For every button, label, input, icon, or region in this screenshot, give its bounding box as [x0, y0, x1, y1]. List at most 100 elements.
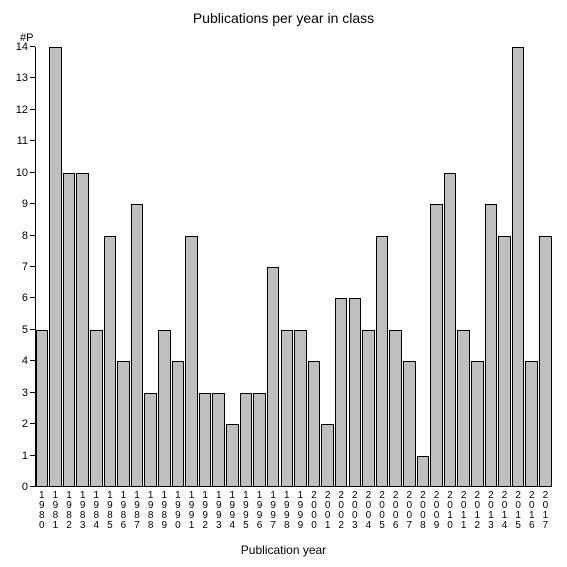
- y-tick: [30, 77, 35, 78]
- y-tick: [30, 46, 35, 47]
- bar: [471, 361, 484, 487]
- bar: [199, 393, 212, 487]
- y-tick: [30, 392, 35, 393]
- x-tick-label: 1985: [106, 491, 114, 531]
- bar: [417, 456, 430, 487]
- y-tick: [30, 329, 35, 330]
- x-tick-label: 1987: [133, 491, 141, 531]
- x-axis-label: Publication year: [0, 543, 567, 557]
- x-tick-label: 1986: [119, 491, 127, 531]
- y-tick: [30, 360, 35, 361]
- y-tick: [30, 423, 35, 424]
- bar: [226, 424, 239, 487]
- bar: [294, 330, 307, 487]
- bar-slot: 1981: [49, 47, 63, 487]
- bar: [185, 236, 198, 487]
- bar: [49, 47, 62, 487]
- bar-slot: 2007: [402, 47, 416, 487]
- bar: [63, 173, 76, 487]
- bar-slot: 2011: [457, 47, 471, 487]
- y-tick: [30, 172, 35, 173]
- bar-slot: 1980: [35, 47, 49, 487]
- plot-area: 1980198119821983198419851986198719881989…: [35, 47, 552, 487]
- bar: [430, 204, 443, 487]
- y-tick-label: 7: [22, 261, 28, 273]
- bar-slot: 2003: [348, 47, 362, 487]
- y-tick-label: 6: [22, 292, 28, 304]
- bar: [117, 361, 130, 487]
- bar: [335, 298, 348, 487]
- x-tick-label: 2012: [473, 491, 481, 531]
- bar-slot: 1988: [144, 47, 158, 487]
- bar: [253, 393, 266, 487]
- y-tick: [30, 235, 35, 236]
- bar: [76, 173, 89, 487]
- y-tick-label: 2: [22, 418, 28, 430]
- bar: [525, 361, 538, 487]
- bar-slot: 1998: [280, 47, 294, 487]
- x-tick-label: 2000: [310, 491, 318, 531]
- bar: [104, 236, 117, 487]
- x-tick-label: 1999: [296, 491, 304, 531]
- x-tick-label: 1990: [174, 491, 182, 531]
- bar: [172, 361, 185, 487]
- bar-slot: 1994: [226, 47, 240, 487]
- bar: [212, 393, 225, 487]
- x-tick-label: 2004: [364, 491, 372, 531]
- bar: [485, 204, 498, 487]
- x-tick-label: 1982: [65, 491, 73, 531]
- bar-slot: 1993: [212, 47, 226, 487]
- bar-slot: 1990: [171, 47, 185, 487]
- y-tick-label: 12: [16, 104, 28, 116]
- bar-slot: 1989: [157, 47, 171, 487]
- x-tick-label: 2008: [419, 491, 427, 531]
- x-tick-label: 2011: [460, 491, 468, 531]
- bar: [512, 47, 525, 487]
- bar-slot: 1983: [76, 47, 90, 487]
- bar: [131, 204, 144, 487]
- bar: [349, 298, 362, 487]
- x-tick-label: 1988: [147, 491, 155, 531]
- bar: [457, 330, 470, 487]
- x-tick-label: 1994: [228, 491, 236, 531]
- chart-title: Publications per year in class: [0, 10, 567, 26]
- y-tick: [30, 203, 35, 204]
- bar-slot: 2014: [498, 47, 512, 487]
- bar-slot: 2006: [389, 47, 403, 487]
- x-tick-label: 2005: [378, 491, 386, 531]
- bar: [362, 330, 375, 487]
- y-tick: [30, 140, 35, 141]
- x-tick-label: 2003: [351, 491, 359, 531]
- bar: [36, 330, 49, 487]
- bar-slot: 2004: [362, 47, 376, 487]
- bar: [539, 236, 552, 487]
- bar-slot: 2001: [321, 47, 335, 487]
- bar: [267, 267, 280, 487]
- bar-slot: 2008: [416, 47, 430, 487]
- y-tick-label: 4: [22, 355, 28, 367]
- bars-group: 1980198119821983198419851986198719881989…: [35, 47, 552, 487]
- y-tick: [30, 297, 35, 298]
- x-tick-label: 1991: [188, 491, 196, 531]
- bar: [90, 330, 103, 487]
- x-tick-label: 2006: [392, 491, 400, 531]
- bar-slot: 1991: [185, 47, 199, 487]
- x-tick-label: 2013: [487, 491, 495, 531]
- bar: [389, 330, 402, 487]
- bar: [376, 236, 389, 487]
- y-tick-label: 11: [17, 135, 28, 147]
- x-tick-label: 1984: [92, 491, 100, 531]
- bar-slot: 1984: [89, 47, 103, 487]
- bar: [308, 361, 321, 487]
- y-tick-label: 10: [16, 167, 28, 179]
- x-tick-label: 1981: [51, 491, 59, 531]
- x-tick-label: 2007: [405, 491, 413, 531]
- y-tick-label: 5: [22, 324, 28, 336]
- bar-slot: 2005: [375, 47, 389, 487]
- bar-slot: 1992: [198, 47, 212, 487]
- x-tick-label: 2001: [324, 491, 332, 531]
- x-tick-label: 1995: [242, 491, 250, 531]
- bar-slot: 1982: [62, 47, 76, 487]
- x-tick-label: 1980: [38, 491, 46, 531]
- bar-slot: 2017: [539, 47, 553, 487]
